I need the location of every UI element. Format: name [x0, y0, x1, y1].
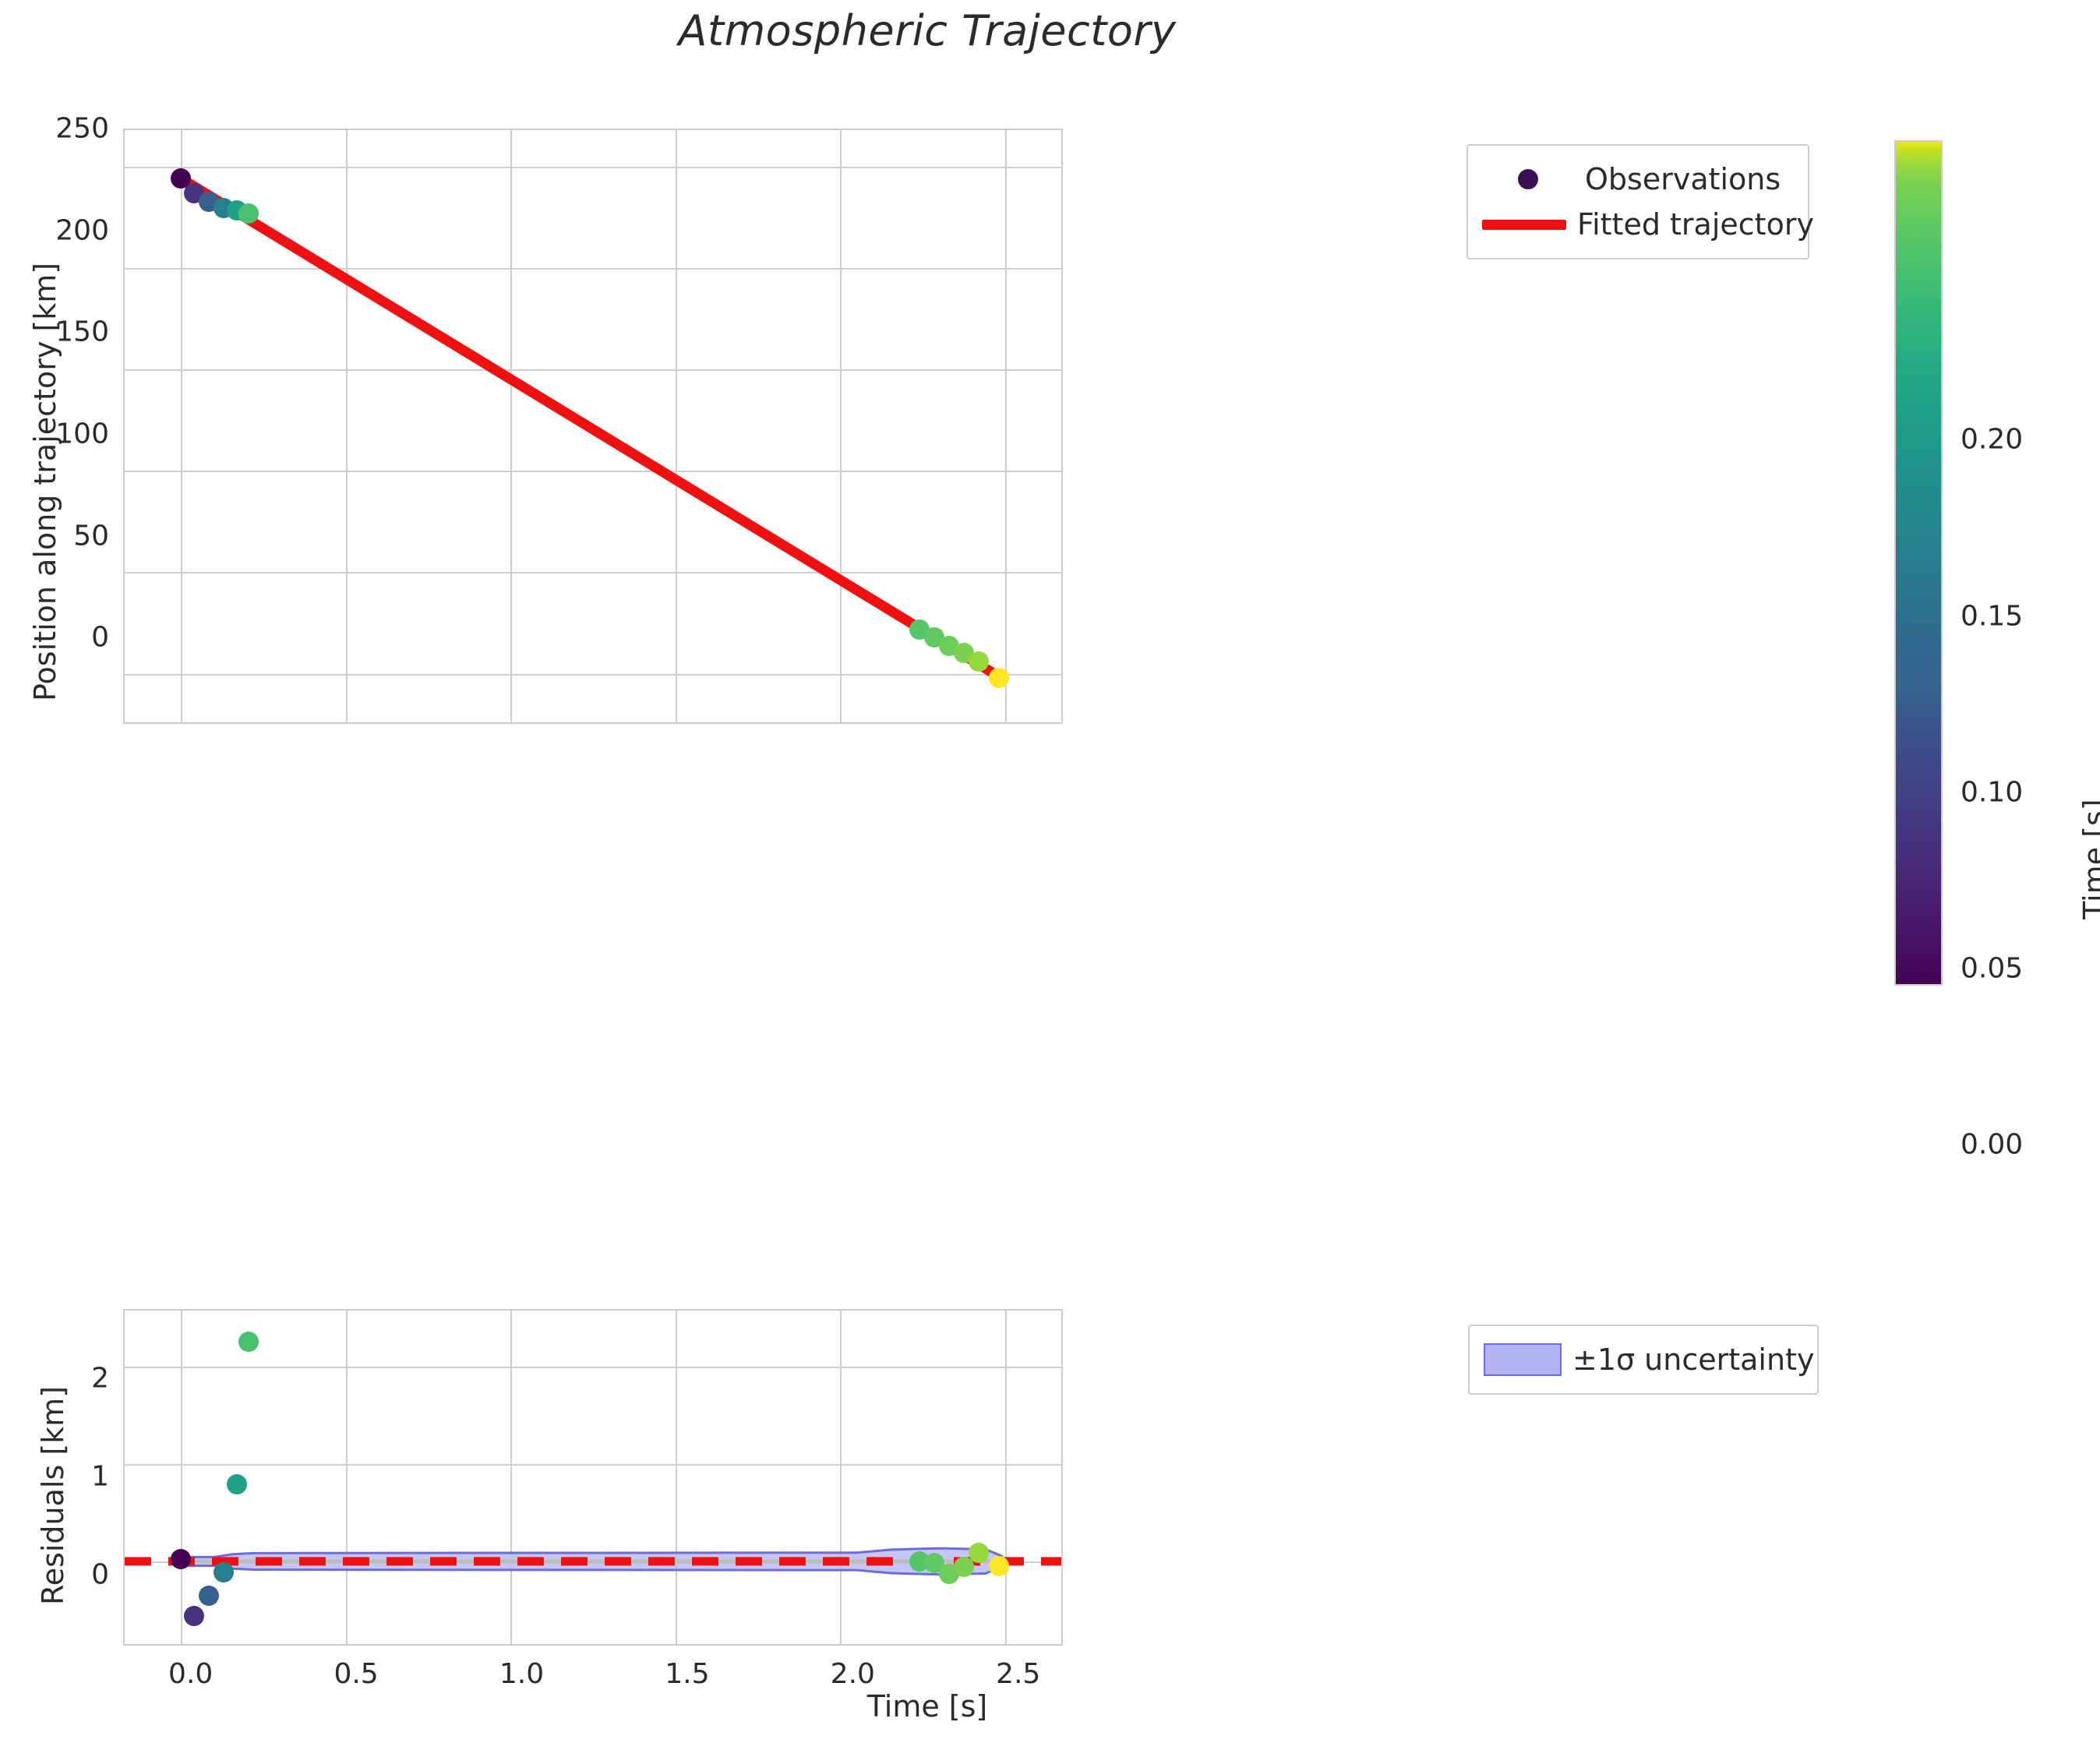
- x-axis-title: Time [s]: [866, 1689, 988, 1724]
- resid-gridline-v-3: [675, 1311, 677, 1644]
- observation-point: [238, 203, 259, 224]
- xtick-2-0: 2.0: [830, 1658, 875, 1690]
- xtick-0-0: 0.0: [168, 1658, 214, 1690]
- residual-point: [969, 1542, 990, 1563]
- xtick-1-0: 1.0: [499, 1658, 545, 1690]
- figure-title: Atmospheric Trajectory: [678, 6, 1177, 55]
- xtick-0-5: 0.5: [334, 1658, 379, 1690]
- main-ytick-200: 200: [55, 214, 109, 247]
- main-gridline-h-5: [125, 166, 1061, 168]
- main-plot-axes: [123, 129, 1063, 724]
- residual-point: [954, 1557, 975, 1578]
- main-ytick-150: 150: [55, 316, 109, 348]
- colorbar-tick-0-15: 0.15: [1961, 600, 2024, 632]
- colorbar-tick-0-20: 0.20: [1961, 423, 2024, 456]
- observation-point: [969, 651, 990, 672]
- resid-gridline-v-1: [345, 1311, 348, 1644]
- legend-label-fitted: Fitted trajectory: [1577, 207, 1814, 242]
- colorbar: [1894, 140, 1943, 986]
- main-ytick-250: 250: [55, 112, 109, 145]
- resid-gridline-v-5: [1005, 1311, 1008, 1644]
- residual-point: [213, 1561, 234, 1582]
- main-gridline-v-3: [675, 130, 677, 722]
- main-plot-area: [125, 130, 1061, 722]
- main-gridline-h-4: [125, 267, 1061, 270]
- main-gridline-h-2: [125, 471, 1061, 473]
- observation-point: [988, 667, 1009, 688]
- main-gridline-v-4: [840, 130, 842, 722]
- legend-entry-fitted: Fitted trajectory: [1482, 202, 1814, 247]
- main-y-axis-title: Position along trajectory [km]: [28, 262, 62, 701]
- resid-gridline-v-4: [840, 1311, 842, 1644]
- resid-y-axis-title: Residuals [km]: [36, 1385, 70, 1605]
- main-gridline-v-5: [1005, 130, 1008, 722]
- legend-entry-uncertainty: ±1σ uncertainty: [1484, 1337, 1814, 1382]
- main-gridline-h-1: [125, 572, 1061, 574]
- main-ytick-100: 100: [55, 418, 109, 450]
- main-gridline-v-2: [510, 130, 513, 722]
- colorbar-axis-title: Time [s]: [2077, 799, 2100, 919]
- legend-label-uncertainty: ±1σ uncertainty: [1572, 1342, 1815, 1377]
- residuals-overlay: [125, 1547, 1061, 1576]
- main-gridline-v-1: [345, 130, 348, 722]
- fitted-line-icon: [1482, 219, 1566, 230]
- resid-ytick-1: 1: [91, 1460, 109, 1493]
- colorbar-tick-0-00: 0.00: [1961, 1128, 2024, 1161]
- legend-entry-observations: Observations: [1482, 157, 1791, 202]
- main-gridline-v-0: [180, 130, 182, 722]
- colorbar-tick-0-05: 0.05: [1961, 952, 2024, 985]
- xtick-1-5: 1.5: [665, 1658, 710, 1690]
- main-gridline-h-3: [125, 369, 1061, 372]
- residual-point: [988, 1556, 1009, 1577]
- xtick-2-5: 2.5: [996, 1658, 1041, 1690]
- main-ytick-50: 50: [73, 520, 109, 552]
- resid-ytick-0: 0: [91, 1558, 109, 1591]
- resid-ytick-2: 2: [91, 1362, 109, 1395]
- main-gridline-h-0: [125, 673, 1061, 676]
- residual-point: [198, 1585, 219, 1606]
- resid-gridline-h-1: [125, 1464, 1061, 1466]
- legend-label-observations: Observations: [1585, 162, 1781, 196]
- main-legend: Observations Fitted trajectory: [1466, 144, 1814, 259]
- resid-gridline-v-2: [510, 1311, 513, 1644]
- fitted-trajectory-line: [178, 174, 1005, 683]
- residuals-axes: [123, 1309, 1063, 1646]
- residual-point: [183, 1605, 204, 1626]
- resid-gridline-v-0: [180, 1311, 182, 1644]
- resid-gridline-h-2: [125, 1367, 1061, 1369]
- residuals-legend: ±1σ uncertainty: [1468, 1325, 1819, 1395]
- main-ytick-0: 0: [91, 621, 109, 654]
- residual-point: [226, 1474, 247, 1495]
- residual-point: [238, 1331, 259, 1352]
- uncertainty-patch-icon: [1484, 1343, 1562, 1376]
- colorbar-tick-0-10: 0.10: [1961, 776, 2024, 809]
- residuals-plot-area: [125, 1311, 1061, 1644]
- observations-marker-icon: [1482, 169, 1574, 189]
- residual-point: [170, 1549, 191, 1570]
